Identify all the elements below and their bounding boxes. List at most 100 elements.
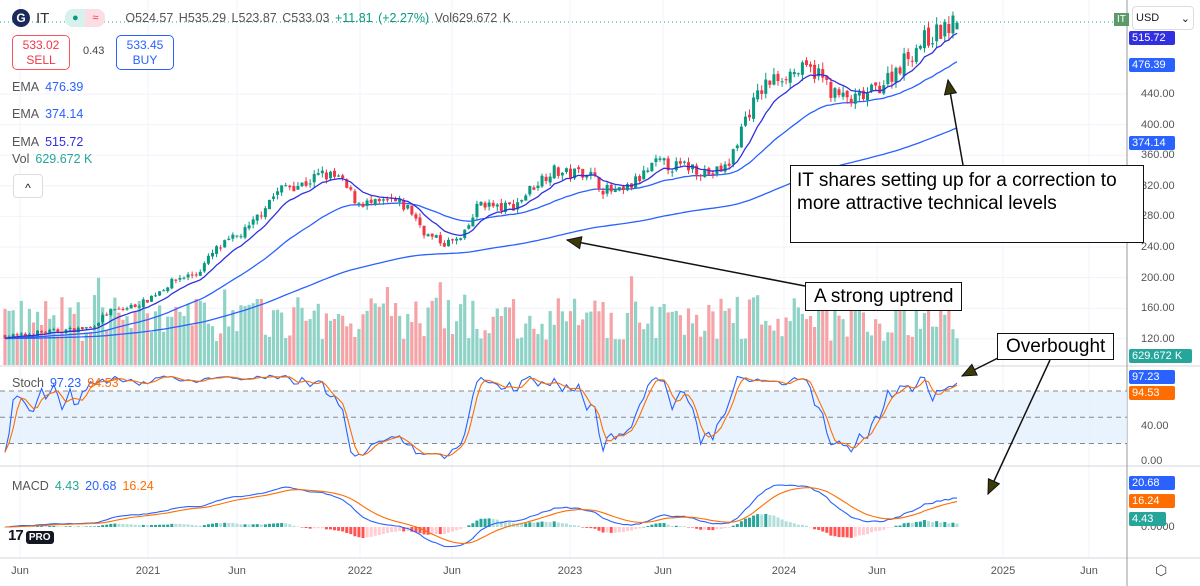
candle-body [210,252,214,257]
candle-body [605,184,609,194]
volume-bar [426,307,430,365]
macd-histogram-bar [658,523,662,527]
candle-body [483,202,487,208]
candle-body [398,199,402,202]
volume-bar [145,313,149,365]
candle-body [235,235,239,237]
candle-body [125,308,129,310]
legend-ema-1[interactable]: EMA 476.39 [12,80,84,94]
macd-histogram-bar [723,527,727,529]
candle-body [52,329,56,331]
macd-histogram-bar [312,527,316,529]
sell-button[interactable]: 533.02 SELL [12,35,70,70]
candle-body [650,162,654,172]
macd-histogram-bar [349,527,353,535]
volume-bar [511,299,516,365]
macd-histogram-bar [117,523,121,527]
candle-body [719,165,723,172]
macd-histogram-bar [467,525,471,527]
price-tick: 400.00 [1141,118,1175,131]
macd-histogram-bar [707,527,711,530]
legend-volume[interactable]: Vol 629.672 K [12,152,93,166]
candle-body [215,246,219,254]
macd-legend[interactable]: MACD 4.43 20.68 16.24 [12,479,154,493]
macd-histogram-bar [739,521,743,527]
currency-select[interactable]: USD ⌄ [1132,6,1194,30]
macd-histogram-bar [625,527,629,532]
buy-button[interactable]: 533.45 BUY [116,35,174,70]
candle-body [426,234,430,237]
market-open-icon: ● [65,9,86,27]
volume-bar [813,326,817,365]
macd-line [4,484,957,548]
candle-body [434,235,438,238]
candle-body [951,15,955,34]
volume-bar [662,303,666,365]
macd-histogram-bar [528,522,532,527]
macd-histogram-bar [145,525,149,527]
price-tick: 280.00 [1141,210,1175,223]
volume-bar [682,334,687,365]
volume-bar [206,323,211,365]
volume-bar [589,311,593,365]
macd-histogram-bar [133,524,137,527]
macd-histogram-bar [394,527,398,532]
volume-bar [345,326,349,365]
symbol-name[interactable]: IT [36,9,50,27]
volume-bar [487,333,491,365]
macd-histogram-bar [60,526,64,528]
volume-bar [581,319,585,365]
candle-body [56,329,60,332]
candle-body [927,27,931,46]
volume-bar [625,312,630,365]
volume-bar [572,298,577,365]
volume-bar [422,336,426,365]
volume-bar [800,313,805,365]
volume-bar [650,306,654,365]
collapse-legend-button[interactable]: ^ [13,174,43,198]
volume-bar [621,339,625,365]
volume-bar [418,323,422,365]
legend-ema-3[interactable]: EMA 515.72 [12,135,84,149]
candle-body [418,217,422,226]
candle-body [849,98,853,104]
price-tick: 320.00 [1141,179,1175,192]
legend-ema-2[interactable]: EMA 374.14 [12,107,84,121]
volume-bar [678,315,682,365]
candle-body [654,158,658,163]
macd-histogram-bar [202,525,206,527]
macd-histogram-bar [141,524,145,527]
stoch-legend[interactable]: Stoch 97.23 94.53 [12,376,119,390]
macd-histogram-bar [703,527,707,530]
candle-body [154,295,158,297]
candle-body [381,199,385,201]
macd-histogram-bar [691,527,695,528]
settings-gear-icon[interactable]: ⬡ [1155,562,1168,578]
macd-histogram-bar [56,526,60,527]
candle-body [487,202,491,207]
candle-body [564,168,568,173]
volume-bar [796,307,800,365]
volume-bar [768,325,772,365]
volume-bar [341,315,345,365]
volume-bar [853,310,857,365]
macd-histogram-bar [833,527,837,537]
volume-bar [288,335,292,365]
volume-bar [15,335,19,365]
macd-histogram-bar [280,522,284,527]
volume-bar [735,296,739,365]
macd-histogram-bar [389,527,393,533]
macd-histogram-bar [650,524,654,527]
volume-bar [292,307,296,365]
volume-bar [841,319,845,365]
volume-bar [357,328,361,365]
volume-bar [845,336,849,365]
volume-bar [695,314,699,365]
status-pill[interactable]: ● ≈ [65,9,106,27]
macd-histogram-bar [617,527,621,533]
macd-histogram-bar [418,527,422,534]
volume-bar [715,338,719,365]
volume-bar [267,336,272,365]
volume-bar [121,319,125,365]
